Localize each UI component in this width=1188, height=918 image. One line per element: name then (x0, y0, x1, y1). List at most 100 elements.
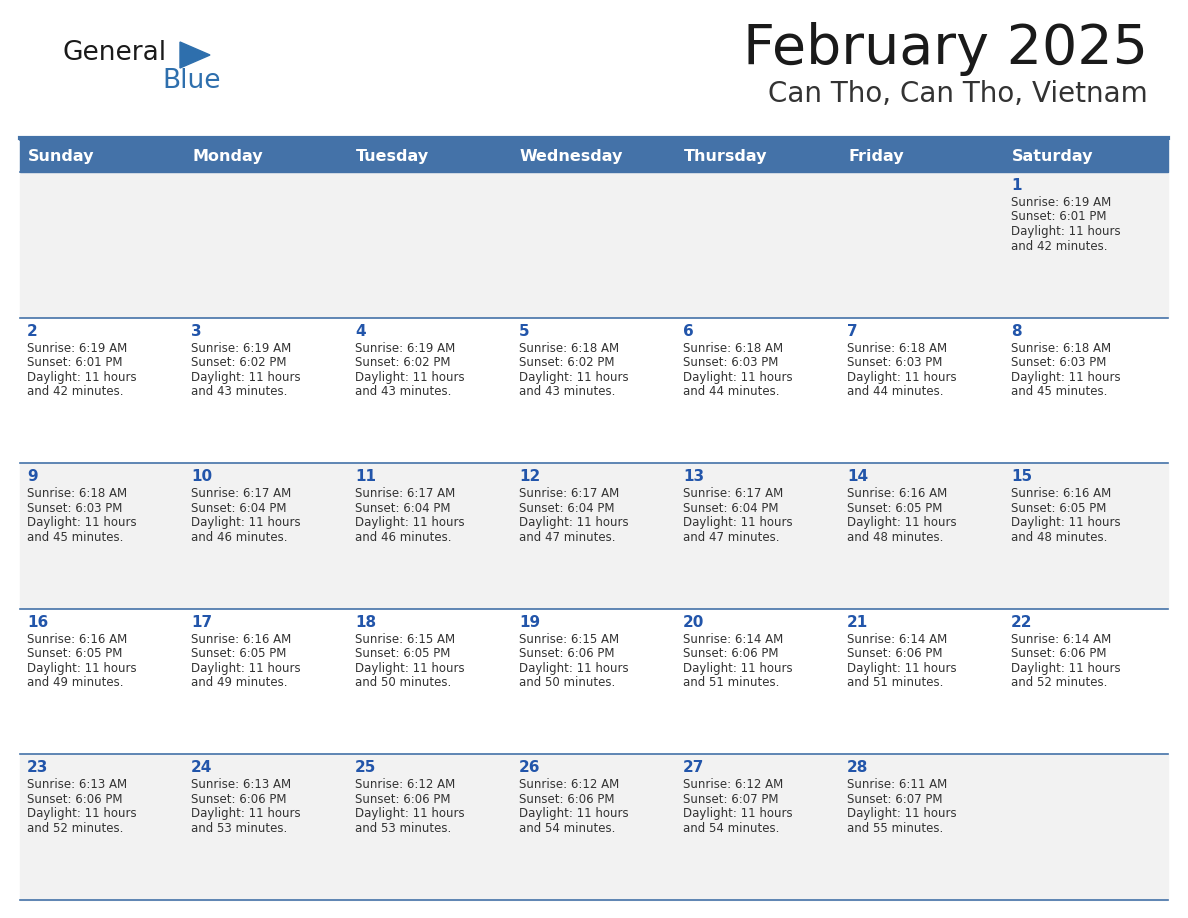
Text: 28: 28 (847, 760, 868, 776)
Text: Daylight: 11 hours: Daylight: 11 hours (683, 808, 792, 821)
Text: Sunrise: 6:18 AM: Sunrise: 6:18 AM (1011, 341, 1111, 354)
Polygon shape (181, 42, 210, 68)
Text: Sunrise: 6:16 AM: Sunrise: 6:16 AM (1011, 487, 1111, 500)
Bar (20, 172, 1168, 318)
Text: Thursday: Thursday (684, 149, 767, 163)
Bar (20, 609, 1168, 755)
Text: Daylight: 11 hours: Daylight: 11 hours (683, 516, 792, 529)
Text: and 46 minutes.: and 46 minutes. (191, 531, 287, 543)
Text: Sunset: 6:02 PM: Sunset: 6:02 PM (519, 356, 614, 369)
Text: and 51 minutes.: and 51 minutes. (683, 677, 779, 689)
Bar (20, 318, 1168, 464)
Text: and 47 minutes.: and 47 minutes. (683, 531, 779, 543)
Text: Sunset: 6:06 PM: Sunset: 6:06 PM (27, 793, 122, 806)
Text: and 54 minutes.: and 54 minutes. (519, 822, 615, 834)
Text: and 47 minutes.: and 47 minutes. (519, 531, 615, 543)
Text: Sunset: 6:05 PM: Sunset: 6:05 PM (355, 647, 450, 660)
Text: 7: 7 (847, 324, 858, 339)
Text: Sunrise: 6:16 AM: Sunrise: 6:16 AM (847, 487, 947, 500)
Text: Daylight: 11 hours: Daylight: 11 hours (355, 371, 465, 384)
Text: February 2025: February 2025 (742, 22, 1148, 76)
Text: Sunset: 6:07 PM: Sunset: 6:07 PM (847, 793, 942, 806)
Text: Daylight: 11 hours: Daylight: 11 hours (519, 371, 628, 384)
Text: Daylight: 11 hours: Daylight: 11 hours (27, 371, 137, 384)
Text: 13: 13 (683, 469, 704, 484)
Text: 6: 6 (683, 324, 694, 339)
Text: General: General (62, 40, 166, 66)
Text: 23: 23 (27, 760, 49, 776)
Text: Sunset: 6:03 PM: Sunset: 6:03 PM (847, 356, 942, 369)
Text: Sunrise: 6:14 AM: Sunrise: 6:14 AM (1011, 633, 1111, 645)
Text: Sunset: 6:05 PM: Sunset: 6:05 PM (1011, 502, 1106, 515)
Text: Sunset: 6:06 PM: Sunset: 6:06 PM (191, 793, 286, 806)
Text: 25: 25 (355, 760, 377, 776)
Text: Saturday: Saturday (1012, 149, 1093, 163)
Text: Sunrise: 6:17 AM: Sunrise: 6:17 AM (191, 487, 291, 500)
Text: 21: 21 (847, 615, 868, 630)
Text: Sunset: 6:06 PM: Sunset: 6:06 PM (683, 647, 778, 660)
Text: Sunrise: 6:18 AM: Sunrise: 6:18 AM (27, 487, 127, 500)
Text: Sunrise: 6:13 AM: Sunrise: 6:13 AM (27, 778, 127, 791)
Text: 20: 20 (683, 615, 704, 630)
Text: Sunrise: 6:13 AM: Sunrise: 6:13 AM (191, 778, 291, 791)
Bar (20, 140, 1168, 172)
Text: Friday: Friday (848, 149, 904, 163)
Text: Sunset: 6:03 PM: Sunset: 6:03 PM (27, 502, 122, 515)
Text: 26: 26 (519, 760, 541, 776)
Text: Daylight: 11 hours: Daylight: 11 hours (355, 808, 465, 821)
Text: Daylight: 11 hours: Daylight: 11 hours (1011, 516, 1120, 529)
Text: and 52 minutes.: and 52 minutes. (27, 822, 124, 834)
Text: Daylight: 11 hours: Daylight: 11 hours (1011, 662, 1120, 675)
Text: Sunrise: 6:16 AM: Sunrise: 6:16 AM (27, 633, 127, 645)
Text: Sunset: 6:01 PM: Sunset: 6:01 PM (27, 356, 122, 369)
Text: and 52 minutes.: and 52 minutes. (1011, 677, 1107, 689)
Text: Sunrise: 6:14 AM: Sunrise: 6:14 AM (847, 633, 947, 645)
Text: Daylight: 11 hours: Daylight: 11 hours (191, 662, 301, 675)
Text: 1: 1 (1011, 178, 1022, 193)
Text: Sunrise: 6:18 AM: Sunrise: 6:18 AM (847, 341, 947, 354)
Text: and 43 minutes.: and 43 minutes. (355, 385, 451, 398)
Text: and 45 minutes.: and 45 minutes. (27, 531, 124, 543)
Text: Daylight: 11 hours: Daylight: 11 hours (1011, 225, 1120, 238)
Text: Sunset: 6:04 PM: Sunset: 6:04 PM (191, 502, 286, 515)
Text: 4: 4 (355, 324, 366, 339)
Text: and 43 minutes.: and 43 minutes. (191, 385, 287, 398)
Text: and 53 minutes.: and 53 minutes. (355, 822, 451, 834)
Text: 27: 27 (683, 760, 704, 776)
Text: Daylight: 11 hours: Daylight: 11 hours (355, 516, 465, 529)
Text: Daylight: 11 hours: Daylight: 11 hours (519, 516, 628, 529)
Text: Daylight: 11 hours: Daylight: 11 hours (27, 808, 137, 821)
Text: Sunset: 6:03 PM: Sunset: 6:03 PM (683, 356, 778, 369)
Text: and 50 minutes.: and 50 minutes. (519, 677, 615, 689)
Text: Monday: Monday (192, 149, 263, 163)
Text: Daylight: 11 hours: Daylight: 11 hours (519, 808, 628, 821)
Text: Sunrise: 6:19 AM: Sunrise: 6:19 AM (191, 341, 291, 354)
Text: Daylight: 11 hours: Daylight: 11 hours (1011, 371, 1120, 384)
Text: Daylight: 11 hours: Daylight: 11 hours (27, 516, 137, 529)
Text: 18: 18 (355, 615, 377, 630)
Text: Daylight: 11 hours: Daylight: 11 hours (191, 808, 301, 821)
Text: Sunset: 6:04 PM: Sunset: 6:04 PM (683, 502, 778, 515)
Text: Blue: Blue (162, 68, 221, 94)
Text: Daylight: 11 hours: Daylight: 11 hours (847, 808, 956, 821)
Text: 10: 10 (191, 469, 213, 484)
Text: and 46 minutes.: and 46 minutes. (355, 531, 451, 543)
Text: Sunset: 6:06 PM: Sunset: 6:06 PM (519, 647, 614, 660)
Text: Sunset: 6:06 PM: Sunset: 6:06 PM (847, 647, 942, 660)
Text: Sunrise: 6:12 AM: Sunrise: 6:12 AM (355, 778, 455, 791)
Text: Daylight: 11 hours: Daylight: 11 hours (847, 516, 956, 529)
Text: 15: 15 (1011, 469, 1032, 484)
Text: and 44 minutes.: and 44 minutes. (683, 385, 779, 398)
Text: Sunset: 6:05 PM: Sunset: 6:05 PM (191, 647, 286, 660)
Text: Sunrise: 6:15 AM: Sunrise: 6:15 AM (355, 633, 455, 645)
Text: Daylight: 11 hours: Daylight: 11 hours (355, 662, 465, 675)
Text: Sunset: 6:06 PM: Sunset: 6:06 PM (1011, 647, 1106, 660)
Text: Sunrise: 6:17 AM: Sunrise: 6:17 AM (519, 487, 619, 500)
Text: and 51 minutes.: and 51 minutes. (847, 677, 943, 689)
Text: and 42 minutes.: and 42 minutes. (27, 385, 124, 398)
Text: Sunset: 6:04 PM: Sunset: 6:04 PM (519, 502, 614, 515)
Text: 19: 19 (519, 615, 541, 630)
Text: Sunset: 6:04 PM: Sunset: 6:04 PM (355, 502, 450, 515)
Text: 17: 17 (191, 615, 213, 630)
Text: Wednesday: Wednesday (520, 149, 624, 163)
